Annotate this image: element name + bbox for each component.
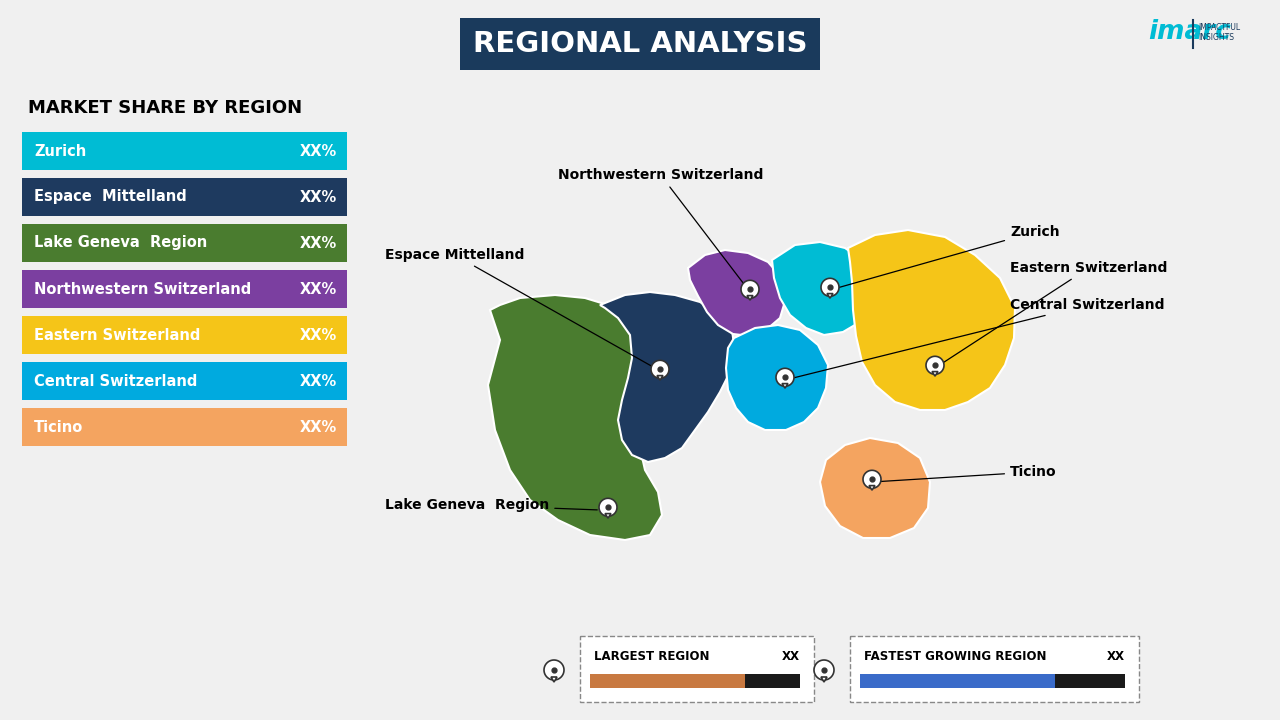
Polygon shape	[782, 384, 788, 388]
FancyBboxPatch shape	[22, 132, 347, 170]
Text: IMPACTFUL: IMPACTFUL	[1198, 24, 1240, 32]
Polygon shape	[726, 325, 828, 430]
Bar	[860, 674, 1055, 688]
Polygon shape	[599, 498, 617, 516]
Polygon shape	[827, 294, 833, 298]
Text: Central Switzerland: Central Switzerland	[35, 374, 197, 389]
Text: XX: XX	[782, 649, 800, 662]
FancyBboxPatch shape	[22, 178, 347, 216]
Polygon shape	[932, 372, 938, 376]
FancyBboxPatch shape	[22, 224, 347, 262]
Bar	[1055, 674, 1125, 688]
FancyBboxPatch shape	[22, 408, 347, 446]
Text: FASTEST GROWING REGION: FASTEST GROWING REGION	[864, 649, 1047, 662]
Polygon shape	[776, 369, 794, 387]
Text: Espace  Mittelland: Espace Mittelland	[35, 189, 187, 204]
Polygon shape	[488, 295, 662, 540]
Polygon shape	[605, 513, 611, 518]
Polygon shape	[863, 470, 881, 488]
FancyBboxPatch shape	[22, 270, 347, 308]
Polygon shape	[814, 660, 835, 680]
Polygon shape	[689, 250, 786, 336]
Text: Ticino: Ticino	[35, 420, 83, 434]
Text: INSIGHTS: INSIGHTS	[1198, 34, 1234, 42]
Text: Lake Geneva  Region: Lake Geneva Region	[35, 235, 207, 251]
Text: XX%: XX%	[300, 143, 337, 158]
FancyBboxPatch shape	[460, 18, 820, 70]
Text: XX%: XX%	[300, 374, 337, 389]
Polygon shape	[652, 360, 669, 378]
Polygon shape	[600, 292, 735, 462]
FancyBboxPatch shape	[850, 636, 1139, 702]
Polygon shape	[820, 438, 931, 538]
Text: Central Switzerland: Central Switzerland	[787, 298, 1165, 379]
Text: Ticino: Ticino	[874, 465, 1056, 482]
Text: Espace Mittelland: Espace Mittelland	[385, 248, 659, 371]
Text: XX%: XX%	[300, 328, 337, 343]
FancyBboxPatch shape	[580, 636, 814, 702]
Text: imarc: imarc	[1148, 19, 1231, 45]
Polygon shape	[869, 485, 876, 490]
Polygon shape	[550, 677, 557, 682]
FancyBboxPatch shape	[22, 316, 347, 354]
Text: REGIONAL ANALYSIS: REGIONAL ANALYSIS	[472, 30, 808, 58]
Polygon shape	[849, 230, 1015, 410]
Polygon shape	[820, 677, 827, 682]
Text: LARGEST REGION: LARGEST REGION	[594, 649, 709, 662]
Polygon shape	[657, 376, 663, 380]
Text: Zurich: Zurich	[833, 225, 1060, 289]
Text: Eastern Switzerland: Eastern Switzerland	[937, 261, 1167, 366]
Polygon shape	[741, 280, 759, 298]
Bar	[590, 674, 745, 688]
Text: MARKET SHARE BY REGION: MARKET SHARE BY REGION	[28, 99, 302, 117]
Bar	[745, 674, 800, 688]
FancyBboxPatch shape	[22, 362, 347, 400]
Text: XX: XX	[1107, 649, 1125, 662]
Text: XX%: XX%	[300, 189, 337, 204]
Text: XX%: XX%	[300, 235, 337, 251]
Polygon shape	[772, 242, 874, 335]
Text: Zurich: Zurich	[35, 143, 86, 158]
Polygon shape	[925, 356, 945, 374]
Text: Eastern Switzerland: Eastern Switzerland	[35, 328, 201, 343]
Polygon shape	[544, 660, 564, 680]
Text: Lake Geneva  Region: Lake Geneva Region	[385, 498, 598, 512]
Text: Northwestern Switzerland: Northwestern Switzerland	[35, 282, 251, 297]
Text: Northwestern Switzerland: Northwestern Switzerland	[558, 168, 763, 289]
Polygon shape	[748, 296, 753, 300]
Text: XX%: XX%	[300, 282, 337, 297]
Text: XX%: XX%	[300, 420, 337, 434]
Polygon shape	[820, 279, 838, 297]
